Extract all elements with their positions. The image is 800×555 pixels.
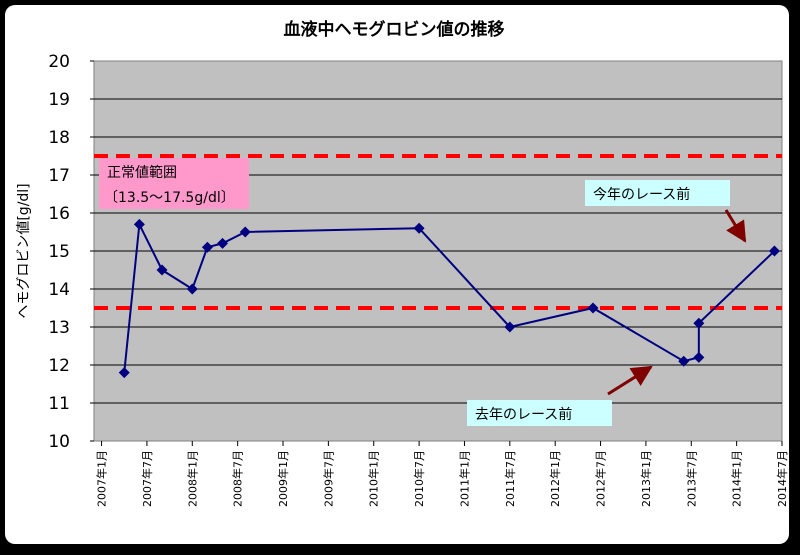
y-tick-label-11: 11: [48, 394, 70, 414]
y-axis-label: ヘモグロビン値[g/dl]: [16, 183, 32, 318]
y-tick-label-13: 13: [48, 318, 70, 338]
this-year-arrow: [724, 209, 747, 243]
reference-lines: [94, 154, 782, 310]
data-point-1: [133, 218, 145, 230]
series-group: [118, 218, 780, 379]
x-tick-label-14: 2014年1月: [730, 450, 744, 507]
x-tick-label-4: 2009年1月: [276, 450, 290, 507]
x-tick-label-9: 2011年7月: [503, 450, 517, 507]
data-point-10: [678, 355, 690, 367]
y-tick-label-18: 18: [48, 128, 70, 148]
x-tick-label-1: 2007年7月: [140, 450, 154, 507]
x-axis-ticks: 2007年1月 2007年7月 2008年1月 2008年7月 2009年1月 2009年…: [95, 441, 789, 507]
data-point-5: [217, 237, 229, 249]
data-point-0: [118, 367, 130, 379]
x-tick-label-11: 2012年7月: [594, 450, 608, 507]
x-tick-label-8: 2011年1月: [457, 450, 471, 507]
x-tick-label-7: 2010年7月: [412, 450, 426, 507]
x-tick-label-12: 2013年1月: [639, 450, 653, 507]
normal-range-values: 〔13.5～17.5g/dl〕: [104, 190, 235, 206]
data-point-9: [587, 302, 599, 314]
last-year-annotation: 去年のレース前: [467, 365, 653, 426]
x-tick-label-3: 2008年7月: [231, 450, 245, 507]
normal-range-box: [99, 158, 249, 209]
y-tick-label-19: 19: [48, 90, 70, 110]
this-year-box: [585, 180, 730, 206]
y-tick-label-17: 17: [48, 166, 70, 186]
y-axis-ticks: 10 11 12 13 14 15 16 17 18 19 20: [48, 52, 94, 452]
x-tick-label-10: 2012年1月: [548, 450, 562, 507]
chart-card: 血液中ヘモグロビン値の推移 10 11 12 13 14 15 16 17 18 19 20 200…: [5, 5, 789, 544]
data-point-2: [156, 264, 168, 276]
last-year-box: [467, 400, 612, 426]
y-tick-label-20: 20: [48, 52, 70, 72]
chart-svg: 血液中ヘモグロビン値の推移 10 11 12 13 14 15 16 17 18 19 20 200…: [16, 19, 789, 507]
data-point-12: [693, 317, 705, 329]
data-point-13: [768, 245, 780, 257]
data-point-7: [413, 222, 425, 234]
data-point-4: [201, 241, 213, 253]
data-point-3: [186, 283, 198, 295]
data-point-11: [693, 351, 705, 363]
normal-range-annotation: 正常値範囲 〔13.5～17.5g/dl〕: [99, 158, 249, 209]
y-tick-label-14: 14: [48, 280, 70, 300]
last-year-label: 去年のレース前: [475, 406, 572, 423]
x-tick-label-0: 2007年1月: [95, 450, 109, 507]
chart-title: 血液中ヘモグロビン値の推移: [284, 19, 505, 40]
x-tick-label-15: 2014年7月: [775, 450, 789, 507]
x-tick-label-6: 2010年1月: [367, 450, 381, 507]
y-tick-label-12: 12: [48, 356, 70, 376]
data-point-6: [239, 226, 251, 238]
data-point-8: [504, 321, 516, 333]
x-tick-label-2: 2008年1月: [185, 450, 199, 507]
x-tick-label-13: 2013年7月: [684, 450, 698, 507]
this-year-annotation: 今年のレース前: [585, 180, 747, 243]
x-tick-label-5: 2009年7月: [321, 450, 335, 507]
y-tick-label-16: 16: [48, 204, 70, 224]
normal-range-label: 正常値範囲: [107, 164, 177, 181]
y-tick-label-15: 15: [48, 242, 70, 262]
y-tick-label-10: 10: [48, 432, 70, 452]
gridlines: [94, 98, 782, 404]
this-year-label: 今年のレース前: [593, 186, 690, 203]
last-year-arrow: [607, 365, 653, 396]
